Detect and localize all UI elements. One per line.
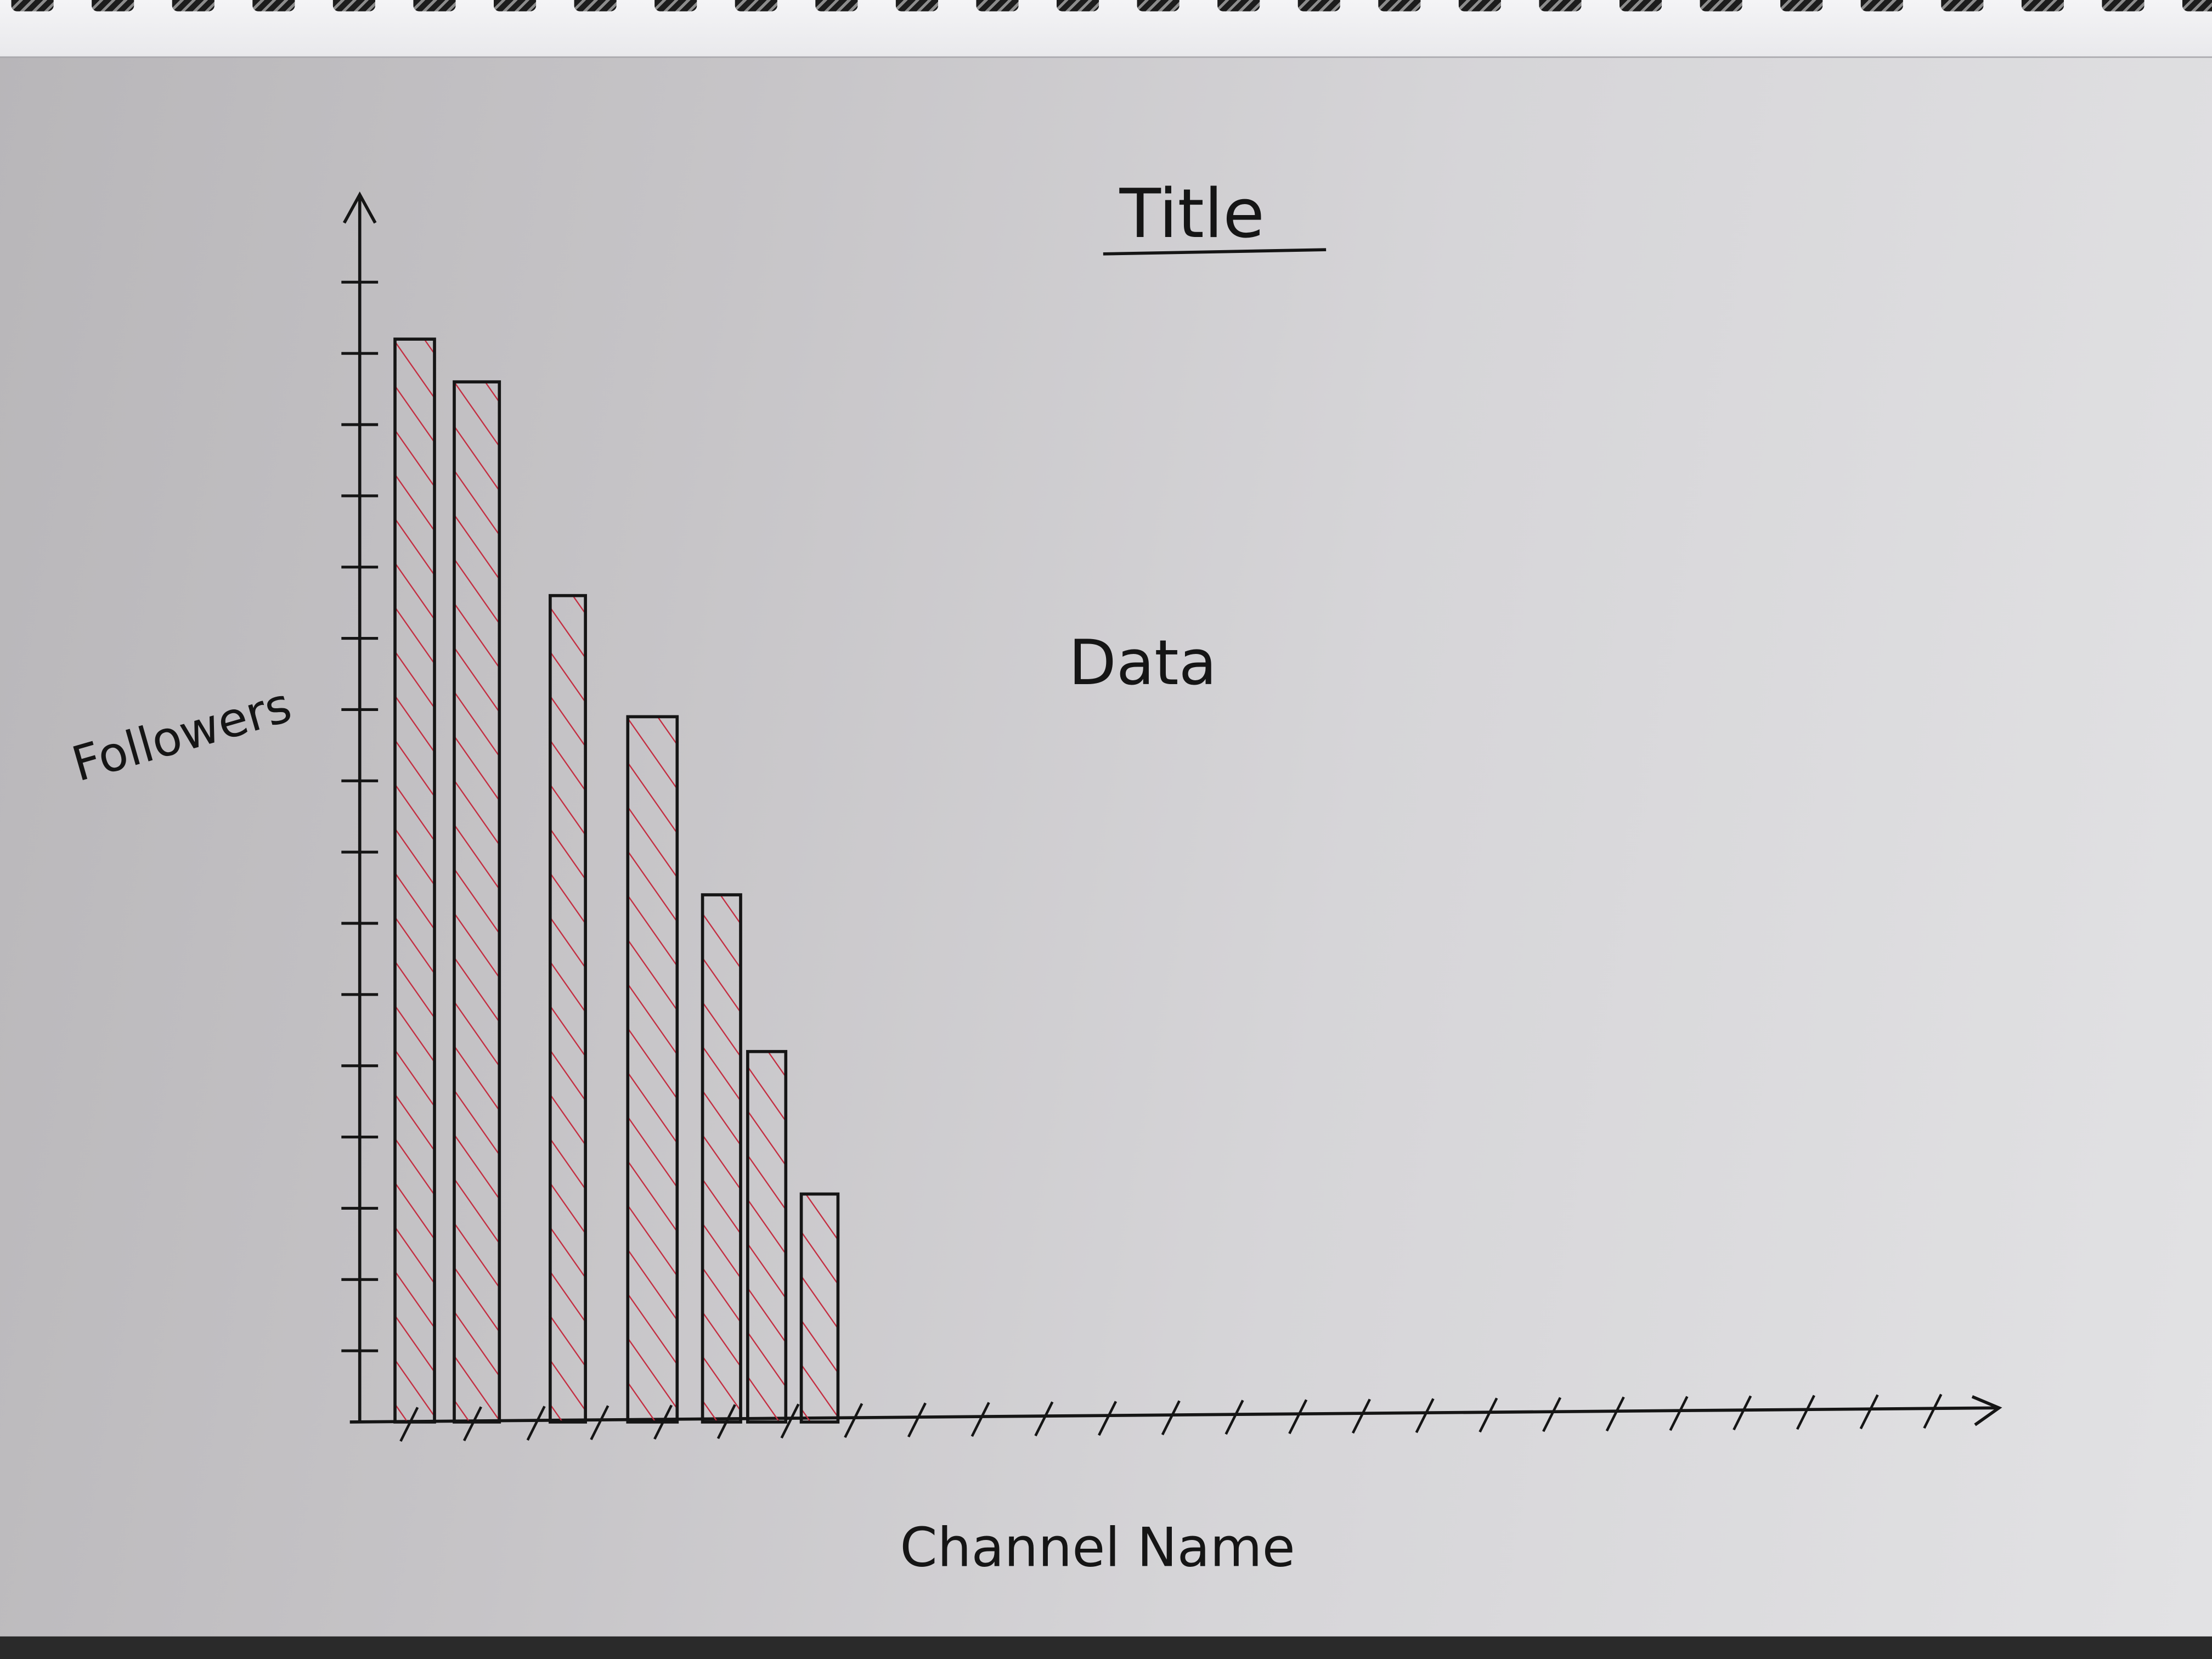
spiral-ring [1941,0,1984,12]
x-tick [1034,1401,1054,1437]
x-tick [1161,1400,1181,1436]
spiral-ring [332,0,375,12]
x-tick [1605,1396,1625,1432]
spiral-ring [1620,0,1662,12]
chart-axes [342,191,2002,1426]
spiral-ring [1780,0,1823,12]
x-tick [1796,1395,1815,1430]
x-tick [1288,1399,1308,1435]
spiral-ring [574,0,617,12]
bar [626,715,679,1424]
y-axis-ticks [341,280,379,1352]
spiral-ring [815,0,858,12]
x-tick [590,1405,610,1441]
spiral-binding [0,0,2212,58]
x-tick [1098,1401,1118,1436]
spiral-ring [1217,0,1260,12]
x-tick [1923,1393,1943,1429]
x-tick [1479,1397,1498,1433]
spiral-ring [1378,0,1421,12]
spiral-ring [895,0,938,12]
spiral-ring [494,0,537,12]
spiral-ring [735,0,777,12]
spiral-ring [2102,0,2145,12]
bar [701,893,742,1424]
spiral-ring [2182,0,2212,12]
spiral-ring [1458,0,1501,12]
bar [453,380,501,1424]
y-axis-label: Followers [66,677,297,793]
x-tick [1351,1398,1371,1434]
x-tick [1733,1395,1752,1431]
x-tick [526,1406,546,1441]
x-tick [844,1403,864,1438]
title-underline [1103,248,1327,256]
x-tick [1859,1394,1879,1430]
spiral-ring [1297,0,1340,12]
x-tick [1415,1398,1435,1434]
spiral-ring [1539,0,1582,12]
spiral-ring [413,0,456,12]
spiral-ring [92,0,134,12]
spiral-ring [976,0,1019,12]
spiral-ring [1057,0,1099,12]
x-tick [970,1402,990,1437]
spiral-ring [11,0,54,12]
data-annotation: Data [1069,627,1217,699]
bar-series [393,337,840,1424]
x-tick [1669,1396,1689,1431]
spiral-ring [252,0,295,12]
spiral-ring [172,0,215,12]
x-axis-arrowhead [1971,1395,2002,1426]
x-axis-label: Channel Name [900,1516,1295,1579]
bar [746,1049,788,1424]
spiral-ring [1700,0,1742,12]
x-tick [1542,1397,1562,1432]
spiral-ring [2021,0,2064,12]
spiral-ring [1860,0,1903,12]
chart-title: Title [1119,174,1265,253]
bar [393,337,436,1424]
x-tick [780,1403,800,1439]
x-tick [907,1402,927,1438]
x-tick [1224,1400,1244,1435]
spiral-ring [1137,0,1180,12]
title-group: Title [1103,174,1327,256]
bar [799,1192,840,1424]
spiral-ring [654,0,697,12]
y-axis-arrowhead [342,191,377,224]
bar [549,594,587,1424]
